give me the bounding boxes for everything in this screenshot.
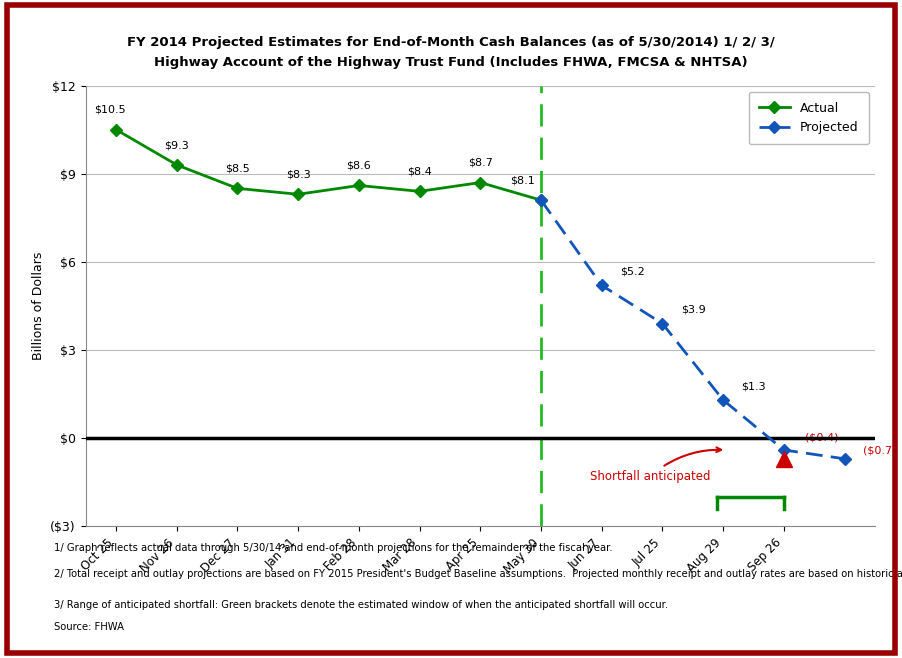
Text: $3.9: $3.9: [681, 305, 705, 315]
Legend: Actual, Projected: Actual, Projected: [749, 91, 869, 144]
Text: $5.2: $5.2: [620, 266, 645, 276]
Text: 2/ Total receipt and outlay projections are based on FY 2015 President's Budget : 2/ Total receipt and outlay projections …: [54, 569, 902, 579]
Text: $10.5: $10.5: [94, 105, 125, 115]
Text: $8.4: $8.4: [407, 166, 432, 176]
Text: $8.3: $8.3: [286, 170, 310, 180]
Text: $8.6: $8.6: [346, 161, 372, 171]
Text: Shortfall anticipated: Shortfall anticipated: [590, 447, 721, 483]
Text: $1.3: $1.3: [741, 381, 766, 392]
Text: $8.7: $8.7: [468, 158, 492, 168]
Text: $8.5: $8.5: [226, 164, 250, 174]
Text: $9.3: $9.3: [164, 140, 189, 150]
Text: Source: FHWA: Source: FHWA: [54, 622, 124, 632]
Text: 3/ Range of anticipated shortfall: Green brackets denote the estimated window of: 3/ Range of anticipated shortfall: Green…: [54, 600, 668, 610]
Text: ($0.4): ($0.4): [805, 433, 839, 443]
Text: FY 2014 Projected Estimates for End-of-Month Cash Balances (as of 5/30/2014) 1/ : FY 2014 Projected Estimates for End-of-M…: [127, 36, 775, 49]
Text: 1/ Graph reflects actual data through 5/30/14 and end-of-month projections for t: 1/ Graph reflects actual data through 5/…: [54, 543, 612, 553]
Text: ($0.7): ($0.7): [863, 446, 897, 456]
Y-axis label: Billions of Dollars: Billions of Dollars: [32, 252, 45, 360]
Text: $8.1: $8.1: [511, 176, 535, 186]
Text: Highway Account of the Highway Trust Fund (Includes FHWA, FMCSA & NHTSA): Highway Account of the Highway Trust Fun…: [154, 56, 748, 69]
